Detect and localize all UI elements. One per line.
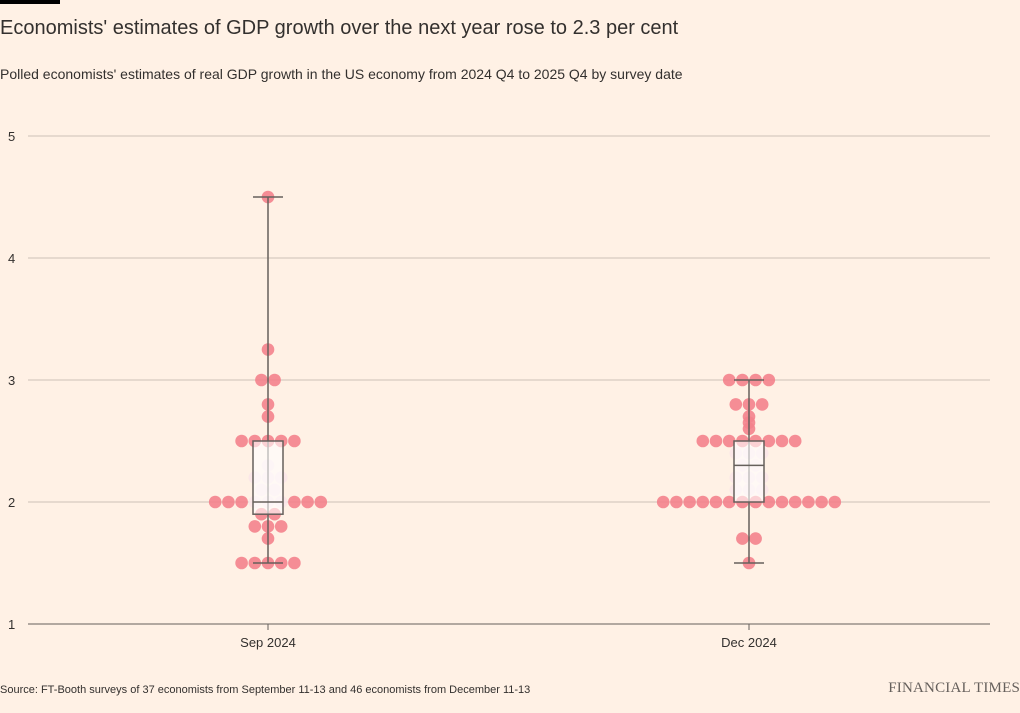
data-point [722,434,736,448]
data-points [208,190,842,570]
data-point [288,434,301,448]
data-point [235,495,248,509]
x-tick-label: Dec 2024 [721,635,777,650]
data-point [208,495,222,509]
y-tick-label: 5 [8,129,15,144]
data-point [802,495,815,509]
data-point [762,495,776,509]
data-point [235,556,248,570]
data-point [268,373,281,387]
gridlines [28,135,990,625]
data-point [709,434,723,448]
data-point [755,398,769,411]
data-point [255,373,268,387]
data-point [656,495,670,509]
source-note: Source: FT-Booth surveys of 37 economist… [0,684,531,696]
box-plots [252,196,765,564]
ft-top-bar [0,0,60,4]
chart-title: Economists' estimates of GDP growth over… [0,17,679,39]
data-point [314,495,328,509]
data-point [788,434,802,448]
data-point [722,495,736,509]
data-point [788,495,802,509]
y-axis-ticks: 1 2 3 4 5 [8,129,15,632]
data-point [248,520,262,533]
data-point [749,532,762,545]
x-axis-ticks: Sep 2024 Dec 2024 [240,624,777,650]
iqr-box [733,440,765,503]
y-tick-label: 4 [8,251,15,266]
data-point [288,556,301,570]
data-point [828,495,842,509]
data-point [696,495,710,509]
chart-subtitle: Polled economists' estimates of real GDP… [0,66,683,82]
y-tick-label: 2 [8,495,15,510]
data-point [222,495,235,509]
data-point [301,495,314,509]
y-tick-label: 3 [8,373,15,388]
data-point [762,373,776,387]
data-point [670,495,683,509]
data-point [775,434,789,448]
data-point [683,495,696,509]
ft-logo: FINANCIAL TIMES [888,680,1020,696]
data-point [815,495,828,509]
data-point [696,434,710,448]
data-point [274,520,288,533]
data-point [288,495,301,509]
data-point [775,495,789,509]
iqr-box [252,440,284,515]
data-point [762,434,776,448]
data-point [736,532,749,545]
data-point [729,398,743,411]
data-point [709,495,723,509]
y-tick-label: 1 [8,617,15,632]
data-point [235,434,248,448]
x-tick-label: Sep 2024 [240,635,296,650]
data-point [722,373,736,387]
